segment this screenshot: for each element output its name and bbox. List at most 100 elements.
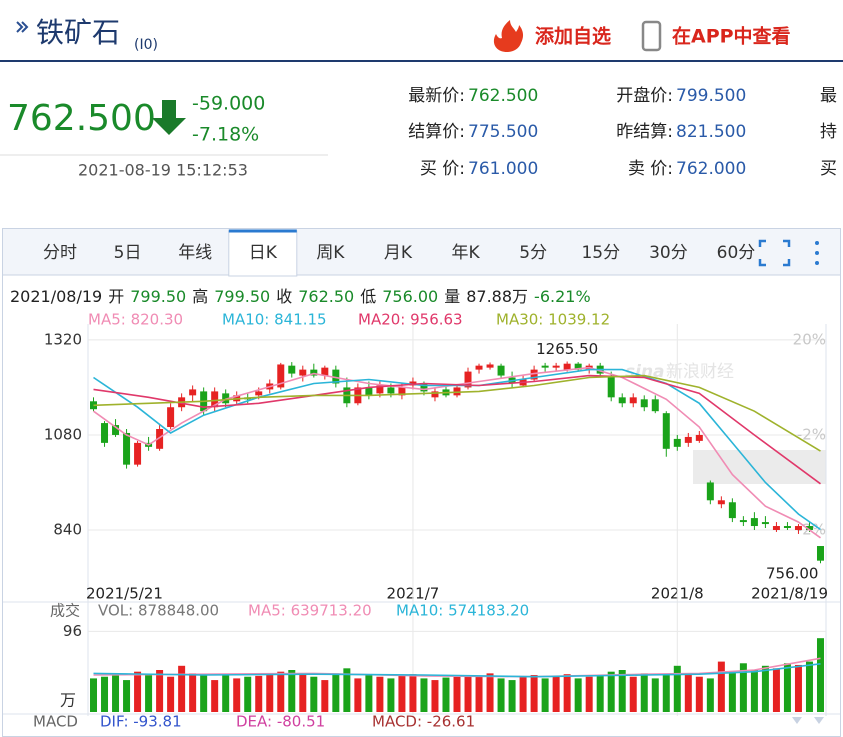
candle-body [420,383,428,392]
volume-bar [618,670,626,712]
candle-body [288,365,296,374]
volume-bar [574,678,582,712]
info-item: 开 [108,287,124,306]
watermark: 新浪财经 [666,362,734,382]
volume-bar [750,670,758,712]
volume-bar [442,677,450,712]
volume-bar [783,663,791,712]
candle-body [750,518,758,527]
tab[interactable]: 15分 [581,243,620,263]
tab[interactable]: 年K [452,243,481,263]
add-watchlist[interactable]: 添加自选 [535,25,611,48]
macd-legend: DEA: -80.51 [236,713,325,731]
ma-line [93,374,821,485]
macd-caption: MACD [33,713,78,731]
candle-body [134,442,142,465]
volume-bar [189,673,197,712]
plot: 132020%1080-2%840-2%2021/5/212021/72021/… [3,311,840,731]
candle-body [123,432,131,465]
candle-body [618,397,626,404]
candle-body [706,482,714,501]
candle-body [277,364,285,388]
volume-bar [420,678,428,712]
quote-label: 昨结算: [616,122,673,142]
tab[interactable]: 60分 [717,243,756,263]
volume-bar [321,680,329,712]
candle-body [156,429,164,449]
volume-bar [178,665,186,712]
low-label: 756.00 [766,565,819,583]
quote-label: 买 价: [420,159,465,179]
tab[interactable]: 5日 [114,243,142,263]
active-tab [228,230,298,277]
volume-ma-legend: MA10: 574183.20 [396,602,529,620]
flame-icon[interactable] [493,20,524,52]
candle-body [805,526,813,530]
candle-body [717,500,725,505]
phone-icon[interactable] [641,20,662,52]
volume-bar [211,680,219,712]
quote-value: 775.500 [468,122,538,142]
volume-bar [266,674,274,712]
volume-bar [585,676,593,712]
candle-body [783,526,791,529]
fullscreen-icon[interactable] [758,239,791,267]
tab[interactable]: 分时 [43,243,77,263]
scroll-arrows[interactable] [792,717,824,724]
volume-bar [167,676,175,712]
volume-bar [805,661,813,712]
volume-bar [662,675,670,712]
candle-body [299,369,307,376]
volume-bar [277,671,285,712]
more-icon[interactable] [815,241,819,265]
candle-body [761,522,769,525]
volume-bar [90,678,98,712]
candle-body [464,371,472,388]
candle-body [563,363,571,370]
volume-bar [244,676,252,712]
volume-bar [354,678,362,712]
volume-bar [123,680,131,712]
y-tick-label: 840 [53,520,82,538]
volume-bar [706,678,714,712]
volume-bar [101,676,109,712]
ma-line [93,374,821,452]
tab[interactable]: 5分 [519,243,547,263]
candle-body [222,393,230,404]
volume-bar [695,676,703,712]
volume-bar [651,678,659,712]
candle-body [673,438,681,447]
candle-body [365,387,373,396]
last-price: 762.500 [7,98,156,139]
volume-bar [453,676,461,712]
view-app[interactable]: 在APP中查看 [672,25,791,48]
code: (I0) [134,37,158,53]
volume-bar [508,680,516,712]
volume-bar [299,674,307,712]
tooltip-placeholder [693,450,826,484]
info-item: 799.50 [214,287,270,306]
tab[interactable]: 月K [384,243,413,263]
candle-body [112,425,120,435]
candle-body [475,365,483,370]
candle-body [695,434,703,441]
tab[interactable]: 日K [249,243,278,263]
volume-bar [310,676,318,712]
volume-bar [552,676,560,712]
volume-bar [673,665,681,712]
volume-bar [607,671,615,712]
info-item: 87.88万 [466,287,528,306]
info-item: 762.50 [298,287,354,306]
quote-value: 821.500 [676,122,746,142]
volume-ma-line [93,663,821,678]
tab[interactable]: 周K [316,243,345,263]
info-item: 756.00 [382,287,438,306]
candle-body [816,546,824,561]
ma-line [93,366,821,539]
volume-bar [387,678,395,712]
tab[interactable]: 年线 [178,243,212,263]
candle-body [453,387,461,396]
volume-bar [816,638,824,712]
volume-bar [563,674,571,712]
tab[interactable]: 30分 [649,243,688,263]
